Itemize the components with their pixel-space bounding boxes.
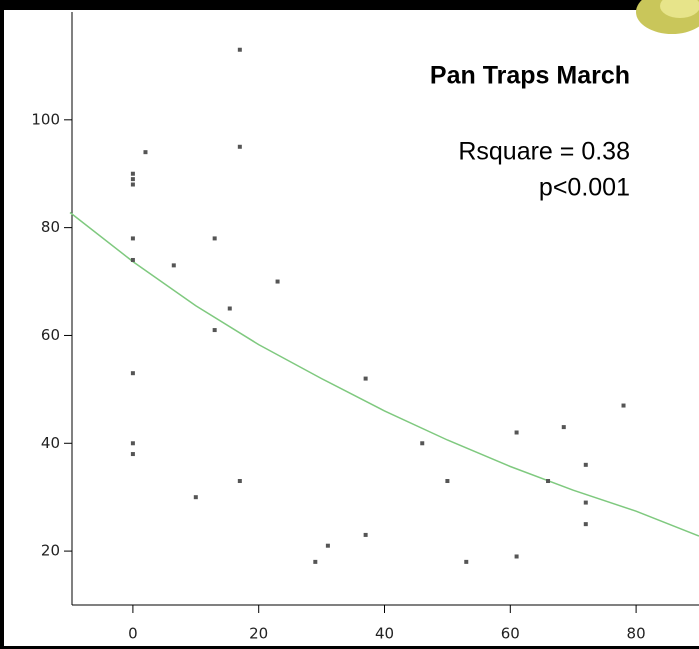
point <box>514 430 519 435</box>
point <box>130 171 135 176</box>
chart-background <box>4 10 699 646</box>
y-tick-label: 60 <box>41 326 60 344</box>
point <box>313 559 318 564</box>
point <box>130 177 135 182</box>
point <box>420 441 425 446</box>
flower-decoration <box>636 0 699 34</box>
point <box>130 452 135 457</box>
point <box>583 500 588 505</box>
y-tick-label: 20 <box>41 542 60 560</box>
point <box>583 522 588 527</box>
point <box>621 403 626 408</box>
point <box>212 328 217 333</box>
point <box>212 236 217 241</box>
point <box>130 371 135 376</box>
point <box>130 236 135 241</box>
point <box>143 150 148 155</box>
y-tick-label: 100 <box>31 110 60 128</box>
point <box>561 425 566 430</box>
annotation: Rsquare = 0.38 <box>458 138 630 166</box>
point <box>130 441 135 446</box>
point <box>464 559 469 564</box>
x-tick-label: 0 <box>128 625 138 643</box>
fit-line <box>69 211 699 537</box>
point <box>130 257 135 262</box>
point <box>171 263 176 268</box>
y-tick-label: 40 <box>41 434 60 452</box>
point <box>237 144 242 149</box>
point <box>363 376 368 381</box>
y-tick-label: 80 <box>41 218 60 236</box>
x-tick-label: 80 <box>627 625 646 643</box>
point <box>583 462 588 467</box>
point <box>275 279 280 284</box>
point <box>227 306 232 311</box>
point <box>546 479 551 484</box>
point <box>193 495 198 500</box>
point <box>514 554 519 559</box>
chart-title: Pan Traps March <box>430 62 630 90</box>
point <box>130 182 135 187</box>
point <box>237 47 242 52</box>
x-tick-label: 60 <box>501 625 520 643</box>
annotation: p<0.001 <box>539 174 630 202</box>
x-tick-label: 40 <box>375 625 394 643</box>
point <box>237 479 242 484</box>
point <box>363 532 368 537</box>
x-tick-label: 20 <box>249 625 268 643</box>
point <box>445 479 450 484</box>
point <box>325 543 330 548</box>
